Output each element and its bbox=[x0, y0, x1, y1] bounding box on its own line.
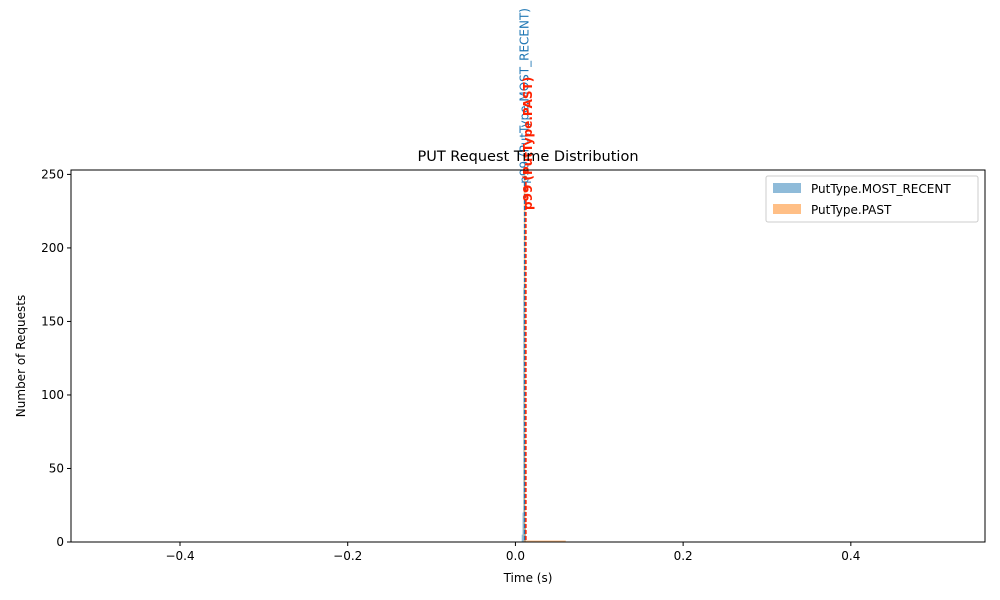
x-tick-label-0: −0.4 bbox=[165, 549, 194, 563]
y-tick-label-5: 250 bbox=[41, 167, 64, 181]
x-tick-label-3: 0.2 bbox=[674, 549, 693, 563]
y-axis-ticks: 0 50 100 150 200 250 bbox=[41, 167, 71, 549]
histogram-bar-series-0-bin-0 bbox=[521, 534, 523, 542]
percentile-label-0: p99 (PutType.MOST_RECENT) bbox=[518, 8, 532, 184]
x-tick-label-4: 0.4 bbox=[841, 549, 860, 563]
y-tick-label-3: 150 bbox=[41, 314, 64, 328]
x-tick-label-1: −0.2 bbox=[333, 549, 362, 563]
y-tick-label-4: 200 bbox=[41, 241, 64, 255]
legend-swatch-1 bbox=[773, 204, 801, 214]
histogram-bar-series-0-bin-1 bbox=[522, 512, 524, 542]
legend-swatch-0 bbox=[773, 183, 801, 193]
chart-title: PUT Request Time Distribution bbox=[417, 149, 638, 165]
legend: PutType.MOST_RECENT PutType.PAST bbox=[765, 175, 979, 223]
y-tick-label-2: 100 bbox=[41, 388, 64, 402]
percentile-label-1: p99 (PutType.PAST) bbox=[521, 77, 535, 210]
plot-area-frame bbox=[70, 169, 986, 543]
legend-label-0: PutType.MOST_RECENT bbox=[811, 182, 951, 196]
y-tick-label-1: 50 bbox=[49, 461, 64, 475]
x-axis-label: Time (s) bbox=[503, 571, 553, 585]
y-tick-label-0: 0 bbox=[56, 535, 64, 549]
legend-frame bbox=[765, 175, 979, 223]
percentile-lines-layer: p99 (PutType.MOST_RECENT)p99 (PutType.PA… bbox=[518, 8, 535, 542]
histogram-bar-series-1-bin-1 bbox=[525, 540, 566, 542]
legend-label-1: PutType.PAST bbox=[811, 203, 892, 217]
y-axis-label: Number of Requests bbox=[14, 295, 28, 417]
x-tick-label-2: 0.0 bbox=[506, 549, 525, 563]
x-axis-ticks: −0.4 −0.2 0.0 0.2 0.4 bbox=[165, 542, 860, 563]
